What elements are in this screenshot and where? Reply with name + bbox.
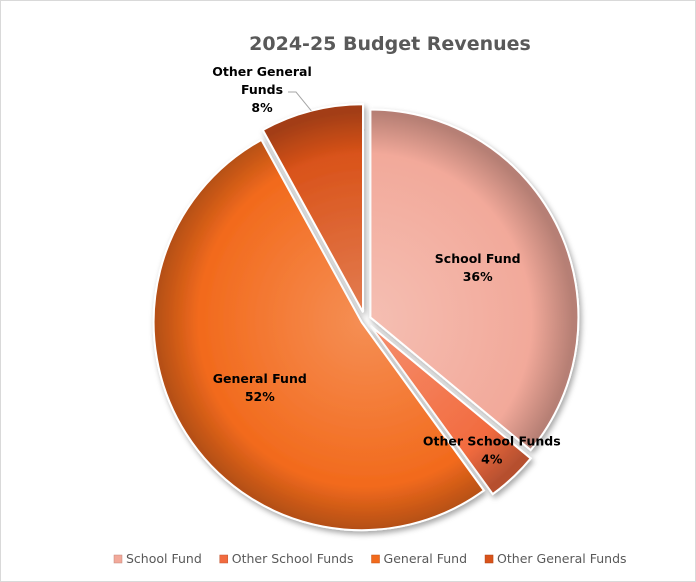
leader-lines [288, 91, 312, 112]
pie-slice-other-general-funds [261, 103, 365, 313]
legend-item-other-school-funds: Other School Funds [219, 551, 354, 566]
leader-line-other-general-funds [288, 91, 312, 112]
pie-slice-school-fund [369, 108, 580, 452]
legend-swatch-general-fund [371, 554, 380, 564]
chart-title: 2024-25 Budget Revenues [249, 33, 531, 55]
legend: School Fund Other School Funds General Fun… [113, 551, 627, 566]
legend-label-other-school-funds: Other School Funds [232, 551, 354, 566]
slice-label-school-fund: School Fund 36% [435, 251, 521, 284]
slice-label-other-general-funds: Other General Funds 8% [212, 64, 312, 115]
legend-label-other-general-funds: Other General Funds [497, 551, 627, 566]
pie-slices [152, 103, 580, 532]
legend-label-school-fund: School Fund [126, 551, 202, 566]
legend-swatch-other-school-funds [219, 554, 229, 564]
legend-item-school-fund: School Fund [113, 551, 202, 566]
legend-item-general-fund: General Fund [371, 551, 468, 566]
legend-label-general-fund: General Fund [384, 551, 468, 566]
pie-slice-general-fund [152, 138, 486, 532]
legend-swatch-school-fund [113, 554, 123, 564]
legend-swatch-other-general-funds [484, 554, 494, 564]
slice-label-general-fund: General Fund 52% [213, 371, 307, 404]
legend-item-other-general-funds: Other General Funds [484, 551, 627, 566]
slice-labels: School Fund 36% Other School Funds 4% Genera… [212, 64, 560, 466]
pie-slice-other-school-funds [369, 325, 533, 496]
slice-label-other-school-funds: Other School Funds 4% [423, 433, 561, 466]
